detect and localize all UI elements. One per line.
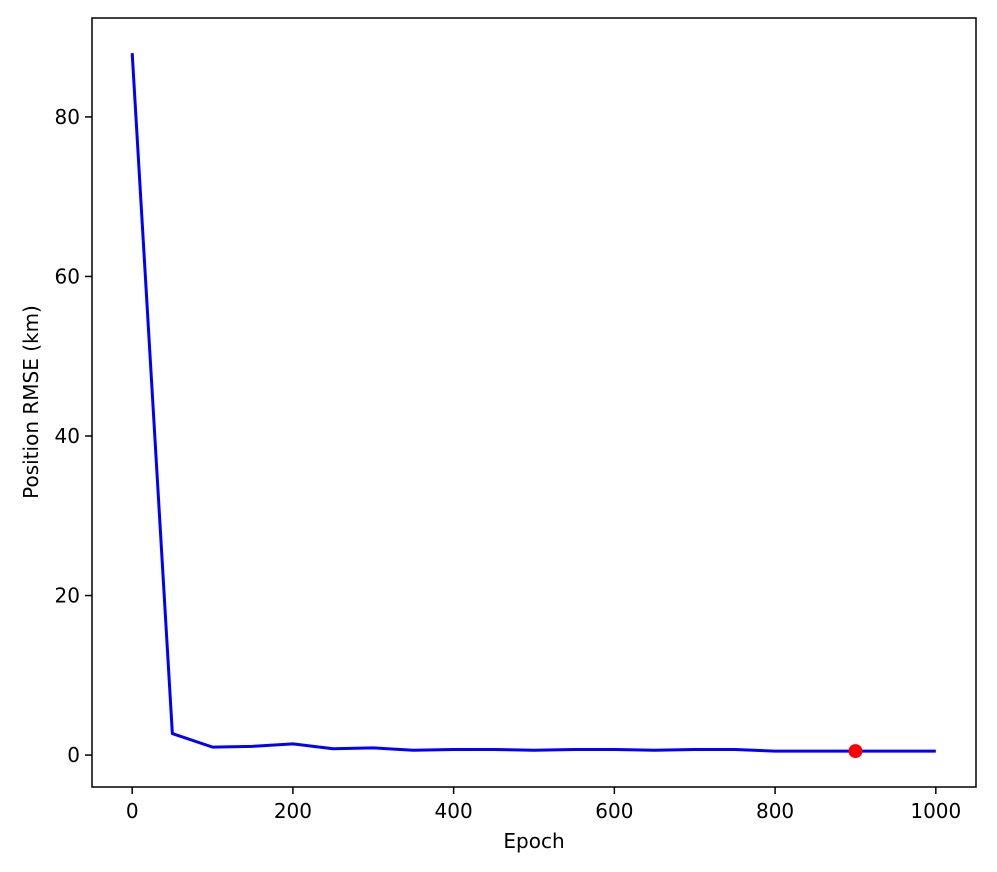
x-tick-label: 1000 <box>910 799 961 823</box>
y-tick-label: 0 <box>67 743 80 767</box>
plot-frame <box>91 17 977 788</box>
x-tick-label: 800 <box>756 799 794 823</box>
x-tick-label: 0 <box>126 799 139 823</box>
y-tick-label: 20 <box>55 584 80 608</box>
y-tick-label: 80 <box>55 105 80 129</box>
x-tick-label: 200 <box>274 799 312 823</box>
highlight-point <box>848 744 863 759</box>
y-tick-label: 40 <box>55 424 80 448</box>
line-series <box>130 53 936 753</box>
x-axis-label: Epoch <box>503 829 564 853</box>
y-tick-label: 60 <box>55 264 80 288</box>
y-axis-label: Position RMSE (km) <box>19 305 43 499</box>
x-tick-label: 400 <box>435 799 473 823</box>
x-tick-label: 600 <box>595 799 633 823</box>
